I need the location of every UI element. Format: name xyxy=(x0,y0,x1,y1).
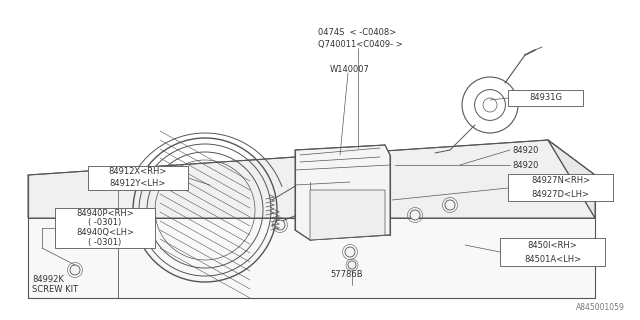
Bar xyxy=(88,166,188,190)
Text: 84940Q<LH>: 84940Q<LH> xyxy=(76,228,134,237)
Text: 8450l<RH>: 8450l<RH> xyxy=(527,241,577,250)
Text: 84912X<RH>: 84912X<RH> xyxy=(109,167,167,177)
Circle shape xyxy=(275,220,285,230)
Text: ( -0301): ( -0301) xyxy=(88,238,122,247)
Circle shape xyxy=(410,210,420,220)
Polygon shape xyxy=(28,140,595,218)
Polygon shape xyxy=(295,145,390,240)
Text: 84927D<LH>: 84927D<LH> xyxy=(531,190,589,199)
Text: 84912Y<LH>: 84912Y<LH> xyxy=(110,180,166,188)
Polygon shape xyxy=(548,140,595,218)
Text: 57786B: 57786B xyxy=(330,270,363,279)
Circle shape xyxy=(345,247,355,257)
Text: SCREW KIT: SCREW KIT xyxy=(32,285,78,294)
Text: 84920: 84920 xyxy=(512,146,538,155)
Polygon shape xyxy=(28,218,595,298)
Bar xyxy=(55,208,155,248)
Bar xyxy=(508,174,613,201)
Circle shape xyxy=(445,200,455,210)
Text: 84992K: 84992K xyxy=(32,275,64,284)
Text: 84931G: 84931G xyxy=(529,93,562,102)
Bar xyxy=(500,238,605,266)
Circle shape xyxy=(70,265,80,275)
Text: 84927N<RH>: 84927N<RH> xyxy=(531,176,590,185)
Text: ( -0301): ( -0301) xyxy=(88,219,122,228)
Text: 84940P<RH>: 84940P<RH> xyxy=(76,209,134,218)
Circle shape xyxy=(348,261,356,269)
Text: Q740011<C0409- >: Q740011<C0409- > xyxy=(318,40,403,49)
Text: 84501A<LH>: 84501A<LH> xyxy=(524,254,581,263)
Text: 84920: 84920 xyxy=(512,161,538,170)
Bar xyxy=(508,90,583,106)
Polygon shape xyxy=(310,190,385,240)
Text: 0474S  < -C0408>: 0474S < -C0408> xyxy=(318,28,396,37)
Text: A845001059: A845001059 xyxy=(576,303,625,312)
Text: W140007: W140007 xyxy=(330,65,370,74)
